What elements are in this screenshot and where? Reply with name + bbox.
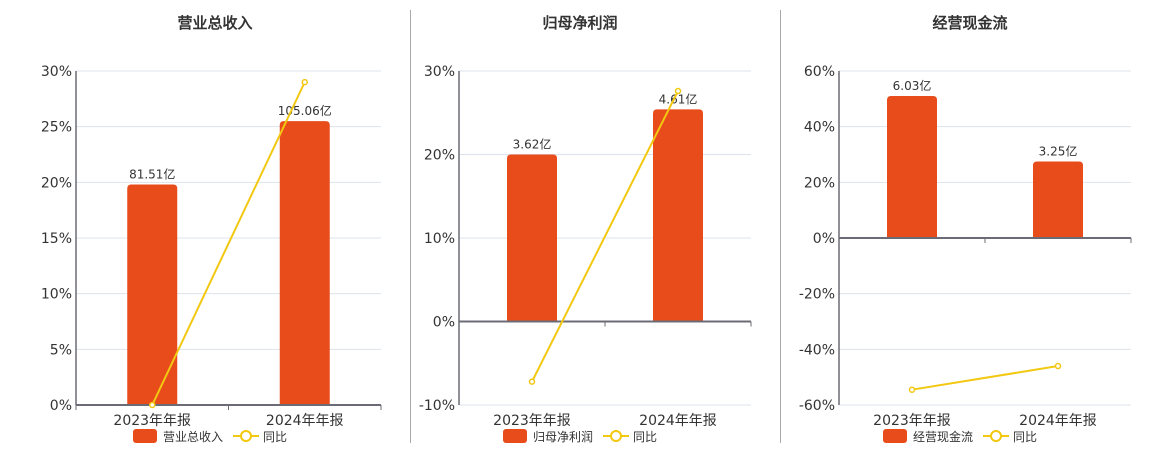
yoy-point[interactable] — [149, 401, 156, 409]
yoy-point[interactable] — [301, 78, 308, 86]
yoy-point[interactable] — [908, 386, 916, 393]
yoy-line — [151, 81, 306, 406]
panel-divider — [780, 10, 781, 443]
bar-value-label: 3.62亿 — [513, 137, 552, 152]
bar[interactable] — [507, 154, 557, 322]
x-category-label: 2024年年报 — [266, 413, 344, 429]
legend-line-marker-icon — [603, 429, 630, 443]
legend-bar-label[interactable]: 营业总收入 — [163, 429, 224, 444]
chart-title: 营业总收入 — [177, 14, 253, 32]
x-category-label: 2023年年报 — [113, 413, 191, 429]
chart-canvas: -10% 0% 10% 20% 30% 3.62亿 4.61亿 2023年年报 2024年年报 — [419, 64, 752, 429]
legend-line-marker-icon — [233, 429, 260, 443]
y-tick-label: 40% — [804, 120, 835, 136]
bar[interactable] — [127, 184, 178, 405]
x-category-label: 2024年年报 — [1019, 413, 1097, 429]
bar[interactable] — [887, 96, 937, 238]
x-category-label: 2024年年报 — [639, 413, 717, 429]
y-tick-label: 10% — [424, 231, 455, 247]
y-tick-label: 20% — [41, 175, 72, 191]
yoy-point[interactable] — [528, 378, 536, 385]
y-tick-label: 20% — [804, 175, 835, 191]
chart-panel-net-profit: 归母净利润 -10% 0% 10% 20% 30% 3.62亿 4.61亿 2023年年报 20… — [419, 14, 752, 444]
chart-legend: 营业总收入 同比 — [133, 428, 287, 444]
chart-title: 经营现金流 — [932, 14, 1008, 32]
legend-line-label[interactable]: 同比 — [263, 429, 288, 444]
legend-line-label[interactable]: 同比 — [1013, 429, 1038, 444]
bar[interactable] — [653, 109, 703, 322]
y-tick-label: 60% — [804, 64, 835, 80]
y-tick-label: 25% — [41, 120, 72, 136]
legend-line-marker-icon — [983, 429, 1010, 443]
y-tick-label: 30% — [41, 64, 72, 80]
chart-canvas: 0% 5% 10% 15% 20% 25% 30% 81.51亿 105.06亿 2023年年报 2… — [41, 64, 382, 429]
legend-bar-label[interactable]: 经营现金流 — [913, 429, 974, 444]
y-tick-label: -40% — [799, 342, 835, 358]
panel-divider — [410, 10, 411, 443]
yoy-line — [911, 365, 1059, 391]
bar-value-label: 6.03亿 — [893, 78, 932, 93]
y-tick-label: 20% — [424, 148, 455, 164]
legend-bar-swatch-icon — [883, 429, 907, 443]
bar-value-label: 4.61亿 — [659, 91, 698, 106]
chart-legend: 归母净利润 同比 — [503, 428, 657, 444]
bar-value-label: 3.25亿 — [1039, 143, 1078, 158]
legend-line-label[interactable]: 同比 — [633, 429, 658, 444]
x-category-label: 2023年年报 — [873, 413, 951, 429]
bar[interactable] — [1033, 161, 1083, 238]
x-category-label: 2023年年报 — [493, 413, 571, 429]
chart-legend: 经营现金流 同比 — [883, 428, 1037, 444]
y-tick-label: -20% — [799, 287, 835, 303]
y-tick-label: 30% — [424, 64, 455, 80]
y-tick-label: 10% — [41, 287, 72, 303]
y-tick-label: -60% — [799, 398, 835, 414]
bar-value-label: 105.06亿 — [278, 103, 332, 118]
yoy-point[interactable] — [1054, 362, 1062, 370]
legend-bar-swatch-icon — [503, 429, 527, 443]
bar-value-label: 81.51亿 — [129, 167, 175, 182]
y-tick-label: -10% — [419, 398, 455, 414]
y-tick-label: 0% — [813, 231, 835, 247]
y-tick-label: 0% — [433, 315, 455, 331]
chart-panel-revenue: 营业总收入 0% 5% 10% 15% 20% 25% 30% 81.51亿 105.06亿 20… — [0, 0, 410, 450]
chart-title: 归母净利润 — [542, 14, 618, 32]
legend-bar-label[interactable]: 归母净利润 — [533, 429, 594, 444]
bar[interactable] — [279, 121, 330, 405]
y-tick-label: 0% — [50, 398, 72, 414]
y-tick-label: 5% — [50, 342, 72, 358]
yoy-line — [531, 90, 679, 383]
y-tick-label: 15% — [41, 231, 72, 247]
yoy-point[interactable] — [674, 87, 682, 95]
legend-bar-swatch-icon — [133, 429, 157, 443]
